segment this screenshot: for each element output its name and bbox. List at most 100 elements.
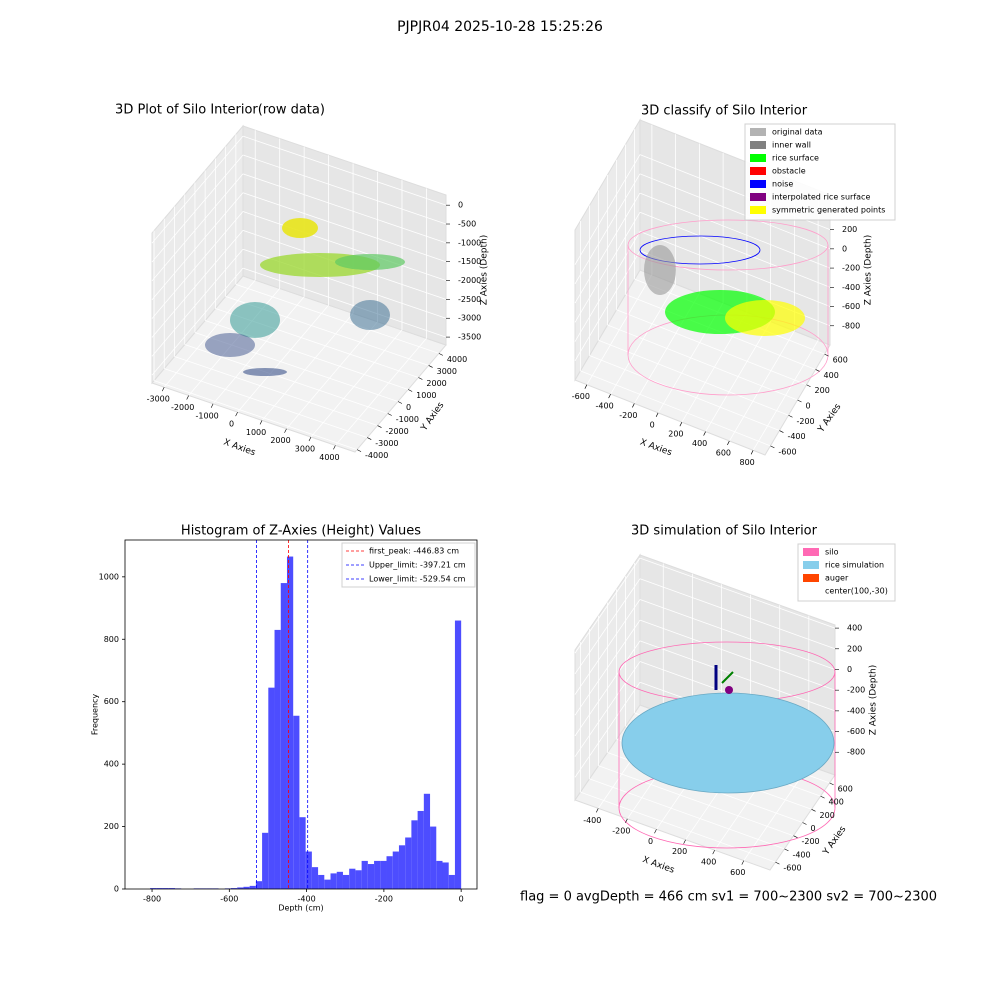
- x-tick-label: -200: [612, 826, 630, 835]
- grid-line: [151, 230, 244, 338]
- tick-mark: [679, 422, 683, 427]
- bar: [237, 887, 244, 889]
- tick-mark: [750, 450, 754, 455]
- y-tick-label: -3000: [375, 439, 398, 448]
- bar: [423, 793, 431, 889]
- y-tick-label: 1000: [99, 572, 119, 581]
- legend-swatch: [750, 180, 766, 188]
- legend-swatch: [750, 167, 766, 175]
- x-tick-label: 600: [730, 868, 745, 877]
- x-tick-label: -400: [583, 816, 601, 825]
- z-tick-label: -500: [458, 220, 476, 229]
- chart-title: 3D Plot of Silo Interior(row data): [115, 103, 325, 118]
- z-tick-label: -2500: [458, 295, 481, 304]
- tick-mark: [784, 848, 789, 852]
- y-tick-label: 1000: [416, 391, 436, 400]
- x-tick-label: 4000: [319, 453, 339, 462]
- bar: [268, 687, 275, 889]
- tick-mark: [712, 850, 715, 855]
- z-tick-label: -600: [842, 302, 860, 311]
- z-tick-label: 200: [842, 225, 857, 234]
- bar: [311, 867, 319, 889]
- y-axis-label: Y Axies: [816, 402, 844, 435]
- grid-line: [598, 339, 789, 416]
- tick-mark: [397, 401, 403, 404]
- legend-label: noise: [772, 180, 793, 189]
- bar: [380, 860, 387, 889]
- tick-mark: [356, 449, 362, 452]
- bar: [156, 888, 163, 889]
- tick-mark: [387, 413, 392, 416]
- x-tick-label: -1000: [196, 411, 219, 420]
- plot-frame: [124, 539, 478, 890]
- grid-line: [639, 231, 831, 307]
- grid-line: [639, 192, 831, 269]
- bar: [162, 888, 169, 889]
- tick-mark: [703, 431, 706, 436]
- grid-line: [574, 578, 641, 675]
- legend-label: first_peak: -446.83 cm: [369, 547, 459, 556]
- grid-line: [574, 599, 641, 695]
- legend-swatch: [750, 193, 766, 201]
- y-tick-label: 0: [114, 885, 119, 894]
- grid-line: [574, 173, 641, 285]
- tick-mark: [584, 384, 588, 389]
- tick-mark: [632, 403, 635, 408]
- bar: [168, 888, 175, 889]
- z-tick-label: -400: [842, 283, 860, 292]
- tick-mark: [308, 436, 312, 442]
- grid-line: [639, 578, 836, 650]
- x-tick-label: 0: [648, 837, 653, 846]
- tick-mark: [770, 445, 775, 449]
- grid-line: [153, 380, 358, 450]
- grid-line: [151, 192, 244, 300]
- legend-label: auger: [825, 574, 849, 583]
- y-axis-label: Y Axies: [821, 824, 849, 857]
- x-tick-label: 400: [692, 439, 707, 448]
- grid-line: [598, 765, 794, 837]
- grid-line: [286, 321, 378, 429]
- y-tick-label: -2000: [385, 427, 408, 436]
- grid-line: [574, 640, 641, 737]
- y-tick-label: 600: [104, 697, 119, 706]
- grid-line: [151, 267, 244, 376]
- grid-line: [589, 355, 780, 431]
- x-tick-label: 0: [229, 420, 234, 429]
- bar: [293, 715, 300, 889]
- tick-mark: [333, 445, 336, 450]
- grid-line: [164, 368, 368, 438]
- bar: [442, 862, 449, 889]
- bar: [349, 868, 356, 889]
- grid-line: [235, 284, 439, 354]
- x-tick-label: 200: [668, 430, 683, 439]
- grid-line: [261, 313, 354, 421]
- x-axis-label: X Axies: [638, 438, 673, 459]
- tick-mark: [775, 861, 780, 865]
- legend-swatch: [750, 154, 766, 162]
- y-axis-label: Y Axies: [419, 400, 447, 433]
- bar: [280, 583, 287, 889]
- y-axis-label: Frequency: [91, 694, 100, 736]
- grid-line: [242, 154, 447, 225]
- grid-line: [242, 192, 447, 263]
- grid-line: [574, 250, 641, 361]
- z-tick-label: -600: [847, 727, 865, 736]
- y-tick-label: -1000: [396, 415, 419, 424]
- y-tick-label: 400: [829, 798, 844, 807]
- grid-line: [242, 211, 447, 281]
- grid-line: [574, 231, 641, 342]
- x-tick-label: 600: [716, 448, 731, 457]
- x-tick-label: -200: [619, 411, 637, 420]
- z-tick-label: -3000: [458, 314, 481, 323]
- bar: [392, 851, 399, 889]
- bar: [305, 851, 312, 889]
- legend-swatch: [750, 206, 766, 214]
- grid-line: [151, 248, 244, 357]
- z-axis-label: Z Axies (Depth): [864, 235, 874, 306]
- y-tick-label: -600: [778, 447, 796, 456]
- tick-mark: [824, 353, 829, 357]
- legend-label: rice simulation: [825, 561, 884, 570]
- x-tick-label: -600: [220, 895, 238, 904]
- y-tick-label: -600: [783, 864, 801, 873]
- figure-title: PJPJR04 2025-10-28 15:25:26: [397, 19, 603, 35]
